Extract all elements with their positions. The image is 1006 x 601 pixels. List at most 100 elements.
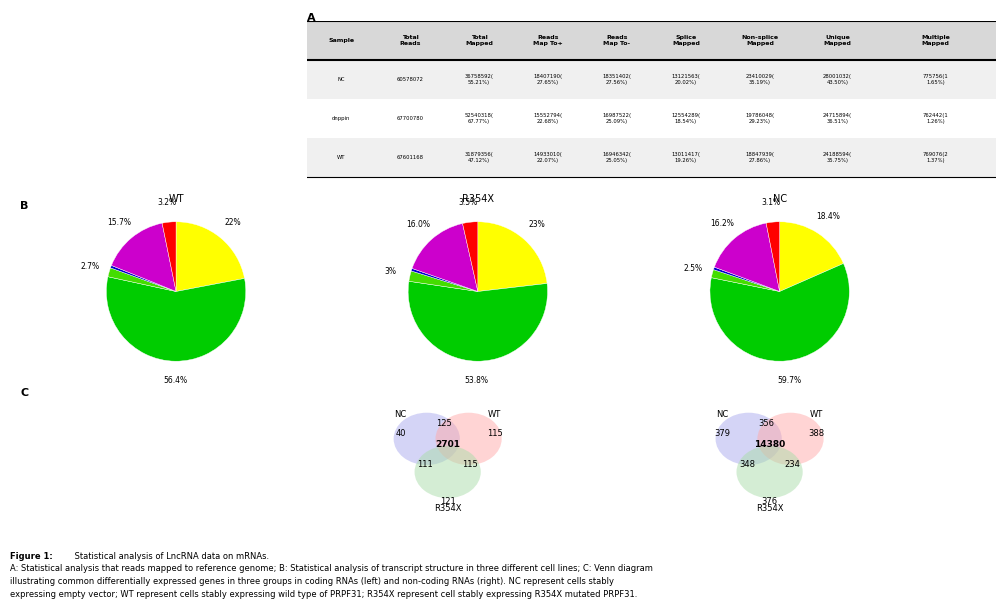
Text: 3.5%: 3.5% <box>459 198 478 207</box>
Text: 24188594(
35.75%): 24188594( 35.75%) <box>823 152 852 163</box>
Wedge shape <box>412 224 478 291</box>
Text: B: B <box>20 201 28 212</box>
Text: 12554289(
18.54%): 12554289( 18.54%) <box>671 113 700 124</box>
Wedge shape <box>478 222 547 291</box>
Text: 2.7%: 2.7% <box>80 263 100 272</box>
Wedge shape <box>713 267 780 291</box>
Bar <box>307 99 996 138</box>
Text: 24715894(
36.51%): 24715894( 36.51%) <box>823 113 852 124</box>
Title: WT: WT <box>168 194 184 204</box>
Wedge shape <box>408 281 547 361</box>
Text: 53.8%: 53.8% <box>465 376 489 385</box>
Wedge shape <box>408 271 478 291</box>
Text: 60578072: 60578072 <box>396 77 424 82</box>
Text: 115: 115 <box>487 429 503 438</box>
Text: 52540318(
67.77%): 52540318( 67.77%) <box>465 113 494 124</box>
Text: WT: WT <box>488 410 501 419</box>
Text: A: Statistical analysis that reads mapped to reference genome; B: Statistical an: A: Statistical analysis that reads mappe… <box>10 564 653 573</box>
Text: 121: 121 <box>440 497 456 506</box>
Wedge shape <box>711 270 780 291</box>
Text: Reads
Map To-: Reads Map To- <box>604 35 631 46</box>
Wedge shape <box>111 266 176 291</box>
Text: 2701: 2701 <box>436 441 460 450</box>
Text: 40: 40 <box>395 429 405 438</box>
Ellipse shape <box>436 413 502 465</box>
Bar <box>307 21 996 60</box>
Text: Multiple
Mapped: Multiple Mapped <box>921 35 950 46</box>
Wedge shape <box>780 222 843 291</box>
Text: 56.4%: 56.4% <box>163 376 187 385</box>
Text: WT: WT <box>810 410 823 419</box>
Text: 348: 348 <box>739 460 754 469</box>
Text: 115: 115 <box>463 460 478 469</box>
Text: WT: WT <box>337 155 345 160</box>
Text: 13011417(
19.26%): 13011417( 19.26%) <box>671 152 700 163</box>
Text: 23410029(
35.19%): 23410029( 35.19%) <box>745 74 775 85</box>
Wedge shape <box>767 222 780 291</box>
Text: 18351402(
27.56%): 18351402( 27.56%) <box>603 74 632 85</box>
Wedge shape <box>107 276 245 361</box>
Ellipse shape <box>758 413 824 465</box>
Text: 769076(2
1.37%): 769076(2 1.37%) <box>923 152 949 163</box>
Text: 234: 234 <box>785 460 800 469</box>
Text: 36758592(
55.21%): 36758592( 55.21%) <box>465 74 494 85</box>
Text: 19786048(
29.23%): 19786048( 29.23%) <box>745 113 775 124</box>
Wedge shape <box>411 269 478 291</box>
Bar <box>307 60 996 99</box>
Text: Reads
Map To+: Reads Map To+ <box>533 35 563 46</box>
Text: 388: 388 <box>809 429 825 438</box>
Text: 18847939(
27.86%): 18847939( 27.86%) <box>745 152 775 163</box>
Text: 67700780: 67700780 <box>396 116 424 121</box>
Text: R354X: R354X <box>434 504 462 513</box>
Text: Splice
Mapped: Splice Mapped <box>672 35 700 46</box>
Text: 111: 111 <box>417 460 433 469</box>
Text: 2.5%: 2.5% <box>684 264 703 273</box>
Text: A: A <box>307 13 316 23</box>
Text: 28001032(
43.50%): 28001032( 43.50%) <box>823 74 852 85</box>
Text: NC: NC <box>716 410 728 419</box>
Text: NC: NC <box>394 410 406 419</box>
Text: 14933010(
22.07%): 14933010( 22.07%) <box>533 152 562 163</box>
Text: 762442(1
1.26%): 762442(1 1.26%) <box>923 113 949 124</box>
Bar <box>307 138 996 177</box>
Text: 3%: 3% <box>385 267 396 276</box>
Text: 16987522(
25.09%): 16987522( 25.09%) <box>603 113 632 124</box>
Text: Sample: Sample <box>328 38 354 43</box>
Text: 13121563(
20.02%): 13121563( 20.02%) <box>671 74 700 85</box>
Title: NC: NC <box>773 194 787 204</box>
Text: 16.0%: 16.0% <box>406 221 431 230</box>
Title: R354X: R354X <box>462 194 494 204</box>
Wedge shape <box>714 223 780 291</box>
Text: 23%: 23% <box>529 221 545 230</box>
Text: C: C <box>20 388 28 398</box>
Text: illustrating common differentially expressed genes in three groups in coding RNA: illustrating common differentially expre… <box>10 577 614 586</box>
Text: 14380: 14380 <box>753 441 786 450</box>
Text: 376: 376 <box>762 497 778 506</box>
Text: R354X: R354X <box>756 504 784 513</box>
Text: 59.7%: 59.7% <box>777 376 801 385</box>
Text: 16946342(
25.05%): 16946342( 25.05%) <box>603 152 632 163</box>
Text: dnppin: dnppin <box>332 116 350 121</box>
Text: Non-splice
Mapped: Non-splice Mapped <box>741 35 779 46</box>
Wedge shape <box>162 222 176 291</box>
Ellipse shape <box>736 446 803 498</box>
Text: expressing empty vector; WT represent cells stably expressing wild type of PRPF3: expressing empty vector; WT represent ce… <box>10 590 638 599</box>
Wedge shape <box>710 263 849 361</box>
Text: 356: 356 <box>759 419 774 428</box>
Text: 18.4%: 18.4% <box>817 212 840 221</box>
Text: NC: NC <box>338 77 345 82</box>
Text: 31879356(
47.12%): 31879356( 47.12%) <box>465 152 494 163</box>
Text: 3.2%: 3.2% <box>158 198 177 207</box>
Text: 379: 379 <box>714 429 730 438</box>
Wedge shape <box>108 268 176 291</box>
Text: Figure 1:: Figure 1: <box>10 552 52 561</box>
Text: 67601168: 67601168 <box>396 155 424 160</box>
Text: 16.2%: 16.2% <box>710 219 733 228</box>
Ellipse shape <box>414 446 481 498</box>
Text: 3.1%: 3.1% <box>762 198 781 207</box>
Text: Unique
Mapped: Unique Mapped <box>824 35 851 46</box>
Ellipse shape <box>393 413 460 465</box>
Text: 18407190(
27.65%): 18407190( 27.65%) <box>533 74 562 85</box>
Wedge shape <box>176 222 244 291</box>
Text: 22%: 22% <box>224 218 241 227</box>
